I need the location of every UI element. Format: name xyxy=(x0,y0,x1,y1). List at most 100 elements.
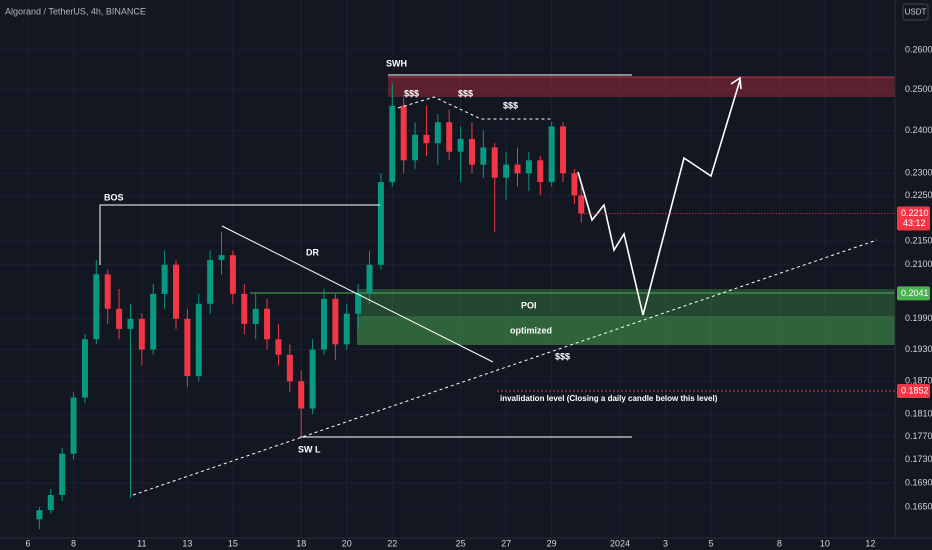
candle-body xyxy=(548,126,555,183)
y-tick-label: 0.1650 xyxy=(905,501,932,511)
countdown: 43:12 xyxy=(903,218,926,228)
y-tick-label: 0.1690 xyxy=(905,477,932,487)
y-tick-label: 0.1930 xyxy=(905,344,932,354)
candle-body xyxy=(480,147,487,165)
level-label: 0.1852 xyxy=(901,385,929,395)
last-price-tag xyxy=(897,206,930,231)
y-tick-label: 0.1730 xyxy=(905,454,932,464)
x-tick-label: 10 xyxy=(820,538,830,548)
level-tag xyxy=(897,286,930,301)
annotation: BOS xyxy=(104,192,124,202)
x-tick-label: 11 xyxy=(137,538,146,548)
x-tick-label: 3 xyxy=(663,538,668,548)
y-tick-label: 0.2600 xyxy=(905,45,932,55)
annotation: optimized xyxy=(510,325,552,335)
y-tick-label: 0.1770 xyxy=(905,431,932,441)
candle-body xyxy=(503,164,510,178)
candle-body xyxy=(571,173,578,196)
candle-body xyxy=(309,349,316,409)
annotation: SWH xyxy=(386,58,407,68)
candle-body xyxy=(241,293,248,324)
optimized-zone xyxy=(357,316,895,345)
candle-body xyxy=(298,381,305,409)
candle-body xyxy=(412,134,419,161)
last-price-label: 0.2210 xyxy=(901,208,929,218)
candle-body xyxy=(366,264,373,294)
bos-line xyxy=(99,204,380,265)
candle-body xyxy=(161,264,168,294)
annotation: $$$ xyxy=(458,88,473,98)
candle-body xyxy=(446,122,453,152)
y-tick-label: 0.2150 xyxy=(905,235,932,245)
candle-body xyxy=(343,313,350,345)
y-tick-label: 0.2400 xyxy=(905,125,932,135)
x-tick-label: 20 xyxy=(342,538,352,548)
annotation: $$$ xyxy=(555,351,570,361)
annotation: invalidation level (Closing a daily cand… xyxy=(500,394,718,403)
x-tick-label: 18 xyxy=(296,538,306,548)
y-tick-label: 0.2300 xyxy=(905,168,932,178)
y-tick-label: 0.1810 xyxy=(905,408,932,418)
currency-box[interactable] xyxy=(902,3,929,21)
x-tick-label: 5 xyxy=(709,538,714,548)
annotation: SW L xyxy=(298,444,321,454)
y-tick-label: 0.1990 xyxy=(905,313,932,323)
candle-body xyxy=(275,339,282,355)
candle-body xyxy=(514,164,521,174)
dr-line xyxy=(221,225,494,363)
candle-body xyxy=(491,147,498,178)
x-tick-label: 22 xyxy=(387,538,397,548)
level-tag xyxy=(897,384,930,399)
candle-body xyxy=(537,160,544,183)
x-tick-label: 15 xyxy=(228,538,238,548)
candle-body xyxy=(104,274,111,309)
candle-body xyxy=(332,298,339,345)
x-tick-label: 2024 xyxy=(610,538,630,548)
candle-body xyxy=(47,494,54,511)
candle-body xyxy=(468,138,475,165)
x-tick-label: 25 xyxy=(456,538,466,548)
trend-line xyxy=(132,239,878,496)
x-tick-label: 12 xyxy=(865,538,875,548)
candle-body xyxy=(389,105,396,183)
annotation: $$$ xyxy=(503,100,518,110)
candle-body xyxy=(70,397,77,454)
candle-body xyxy=(218,255,225,260)
grid xyxy=(0,0,895,538)
annotation: POI xyxy=(521,300,537,310)
annotation: $$$ xyxy=(404,88,419,98)
candle-body xyxy=(207,259,214,304)
candle-body xyxy=(81,339,88,398)
candle-body xyxy=(172,264,179,319)
candle-body xyxy=(320,298,327,350)
candle-body xyxy=(138,318,145,350)
candle-body xyxy=(355,293,362,314)
y-tick-label: 0.1870 xyxy=(905,376,932,386)
level-label: 0.2041 xyxy=(901,288,929,298)
forecast-arrow xyxy=(730,76,742,90)
candle-body xyxy=(286,354,293,382)
candle-body xyxy=(434,122,441,144)
x-tick-label: 27 xyxy=(501,538,511,548)
candle-body xyxy=(116,308,123,329)
x-tick-label: 8 xyxy=(71,538,76,548)
candle-body xyxy=(150,293,157,350)
candle-body xyxy=(184,318,191,376)
forecast-path xyxy=(577,79,741,316)
liquidity-line xyxy=(397,96,551,120)
candle-body xyxy=(560,126,567,174)
candle-body xyxy=(423,134,430,144)
x-tick-label: 29 xyxy=(547,538,557,548)
annotation: DR xyxy=(306,247,319,257)
candle-body xyxy=(264,308,271,340)
y-tick-label: 0.2500 xyxy=(905,84,932,94)
axis-labels: 0.2600 0.2500 0.2400 0.2300 0.2250 0.2150 0.21… xyxy=(25,45,932,549)
currency: USDT xyxy=(905,8,927,17)
drawings xyxy=(99,74,878,496)
chart-title: Algorand / TetherUS, 4h, BINANCE xyxy=(5,6,146,16)
y-tick-label: 0.2100 xyxy=(905,259,932,269)
candle-body xyxy=(59,453,66,495)
candle-body xyxy=(229,255,236,294)
